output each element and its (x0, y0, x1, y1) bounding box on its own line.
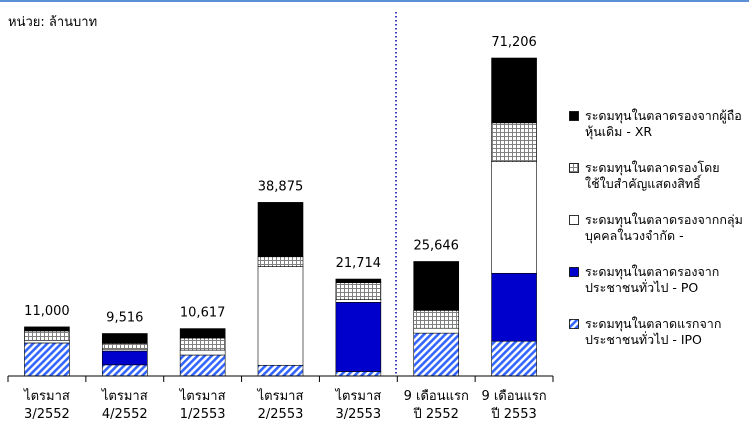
bar-segment (335, 278, 382, 283)
x-tick-label: 3/2553 (335, 407, 381, 422)
bar-segment (101, 364, 148, 377)
total-label: 10,617 (180, 306, 226, 321)
unit-label: หน่วย: ล้านบาท (8, 15, 97, 30)
legend-item: ระดมทุนในตลาดรองจากผู้ถือหุ้นเดิม - XR (569, 108, 747, 160)
legend-label: ระดมทุนในตลาดรองจากประชาชนทั่วไป - PO (585, 264, 720, 295)
bar-segment (335, 371, 382, 377)
bar-segment (179, 328, 226, 339)
legend-swatch (569, 215, 579, 225)
total-label: 38,875 (258, 179, 304, 194)
bar-segment (335, 302, 382, 372)
x-tick-label: 3/2552 (24, 407, 70, 422)
bar-segment (491, 122, 537, 162)
total-label: 11,000 (24, 304, 70, 319)
bar-segment (101, 333, 148, 344)
legend-swatch (569, 319, 579, 329)
legend-item: ระดมทุนในตลาดแรกจากประชาชนทั่วไป - IPO (569, 316, 747, 368)
bar-segment (335, 299, 382, 303)
legend-label: ระดมทุนในตลาดรองจากกลุ่มบุคคลในวงจำกัด - (585, 212, 743, 243)
legend-swatch (569, 163, 579, 173)
x-tick-label: 1/2553 (180, 407, 226, 422)
legend-label: ระดมทุนในตลาดรองโดยใช้ใบสำคัญแสดงสิทธิ์ (585, 160, 720, 191)
legend-item: ระดมทุนในตลาดรองโดยใช้ใบสำคัญแสดงสิทธิ์ (569, 160, 747, 212)
bar-segment (179, 337, 226, 351)
legend-swatch-box (569, 267, 579, 277)
x-tick-label: ปี 2552 (412, 406, 458, 422)
bar-segment (491, 272, 537, 342)
total-label: 25,646 (413, 238, 459, 253)
total-label: 71,206 (491, 35, 537, 50)
legend: ระดมทุนในตลาดรองจากผู้ถือหุ้นเดิม - XR ระ… (569, 108, 747, 368)
x-tick-label: 9 เดือนแรก (404, 388, 469, 404)
x-tick-label: ไตรมาส (257, 388, 304, 404)
bar-segment (257, 256, 304, 267)
legend-item: ระดมทุนในตลาดรองจากประชาชนทั่วไป - PO (569, 264, 747, 316)
bar-segment (24, 330, 70, 341)
bar-segment (257, 364, 304, 377)
bar-segment (491, 57, 537, 124)
x-tick-label: ไตรมาส (179, 388, 226, 404)
legend-swatch-box (569, 215, 579, 225)
bar-segment (257, 202, 304, 258)
legend-swatch-box (569, 111, 579, 121)
legend-label: ระดมทุนในตลาดแรกจากประชาชนทั่วไป - IPO (585, 316, 722, 347)
bar-segment (179, 349, 226, 356)
bar-segment (101, 350, 148, 366)
x-tick-label: 9 เดือนแรก (481, 388, 546, 404)
bar-segment (257, 266, 304, 366)
x-tick-label: ปี 2553 (490, 406, 536, 422)
total-label: 21,714 (336, 256, 382, 271)
legend-swatch (569, 111, 579, 121)
x-tick-label: ไตรมาส (334, 388, 381, 404)
x-tick-label: ไตรมาส (101, 388, 148, 404)
legend-swatch-box (569, 163, 579, 173)
bar-segment (491, 340, 537, 377)
bar-segment (101, 343, 148, 350)
x-tick-label: ไตรมาส (23, 388, 70, 404)
legend-item: ระดมทุนในตลาดรองจากกลุ่มบุคคลในวงจำกัด - (569, 212, 747, 264)
bar-segment (179, 354, 226, 377)
bar-segment (335, 282, 382, 300)
total-label: 9,516 (106, 311, 143, 326)
bar-segment (413, 261, 460, 311)
legend-swatch (569, 267, 579, 277)
top-border (0, 0, 749, 2)
legend-label: ระดมทุนในตลาดรองจากผู้ถือหุ้นเดิม - XR (585, 108, 742, 139)
bar-segment (24, 326, 70, 332)
bar-segment (24, 339, 70, 344)
bar-segment (413, 332, 460, 377)
bar-segment (491, 161, 537, 274)
bar-segment (413, 327, 460, 334)
legend-swatch-box (569, 319, 579, 329)
bar-segment (24, 342, 70, 377)
x-tick-label: 4/2552 (102, 407, 148, 422)
x-tick-label: 2/2553 (258, 407, 304, 422)
bar-segment (413, 310, 460, 329)
